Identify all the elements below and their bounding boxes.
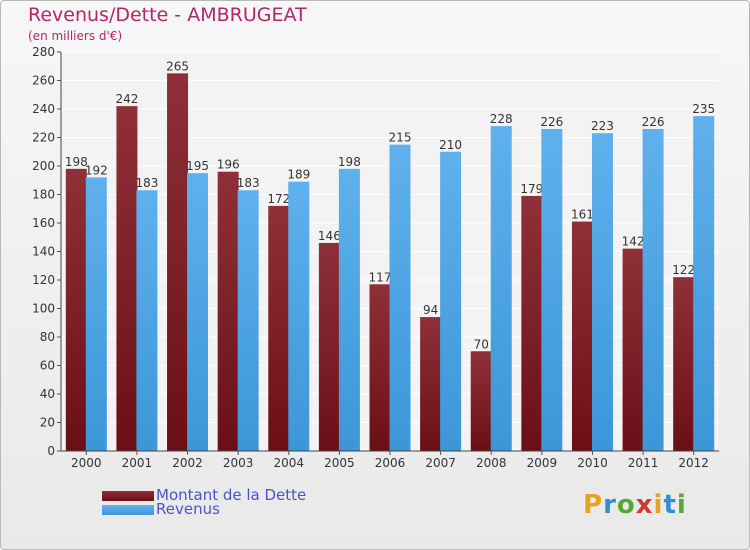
- dette-bar-2002: [167, 73, 189, 451]
- dette-value-label-2007: 94: [423, 303, 438, 317]
- revenus-bar-2012: [693, 116, 715, 451]
- chart-title: Revenus/Dette - AMBRUGEAT: [28, 4, 307, 26]
- dette-value-label-2002: 265: [166, 59, 189, 73]
- x-tick-label-2006: 2006: [375, 456, 406, 470]
- y-tick-label: 240: [32, 102, 55, 116]
- x-tick-label-2001: 2001: [122, 456, 153, 470]
- revenus-value-label-2010: 223: [591, 119, 614, 133]
- dette-value-label-2008: 70: [474, 337, 489, 351]
- logo-letter: o: [616, 490, 636, 520]
- revenus-bar-2001: [136, 190, 158, 451]
- y-tick-label: 260: [32, 74, 55, 88]
- revenus-value-label-2006: 215: [389, 131, 412, 145]
- logo-letter: t: [663, 490, 677, 520]
- dette-bar-2010: [571, 221, 593, 451]
- y-tick-label: 220: [32, 131, 55, 145]
- y-tick-label: 280: [32, 45, 55, 59]
- x-tick-label-2003: 2003: [223, 456, 254, 470]
- revenus-value-label-2005: 198: [338, 155, 361, 169]
- x-tick-label-2010: 2010: [577, 456, 608, 470]
- revenus-value-label-2000: 192: [85, 163, 108, 177]
- y-tick-label: 160: [32, 216, 55, 230]
- x-tick-label-2007: 2007: [425, 456, 456, 470]
- y-tick-label: 100: [32, 302, 55, 316]
- revenus-bar-2008: [490, 126, 512, 451]
- revenus-bar-2004: [288, 181, 310, 452]
- dette-bar-2000: [65, 168, 87, 451]
- dette-bar-2007: [420, 317, 442, 451]
- y-tick-label: 80: [40, 330, 55, 344]
- y-tick-label: 0: [47, 444, 55, 458]
- dette-value-label-2005: 146: [318, 229, 341, 243]
- revenus-bar-2011: [642, 128, 664, 451]
- y-tick-label: 180: [32, 188, 55, 202]
- dette-bar-2006: [369, 284, 391, 451]
- revenus-value-label-2003: 183: [237, 176, 260, 190]
- y-tick-label: 60: [40, 359, 55, 373]
- revenus-value-label-2008: 228: [490, 112, 513, 126]
- x-tick-label-2004: 2004: [273, 456, 304, 470]
- logo-letter: x: [635, 490, 654, 520]
- revenus-bar-2002: [187, 173, 209, 451]
- revenus-value-label-2007: 210: [439, 138, 462, 152]
- revenus-value-label-2011: 226: [642, 115, 665, 129]
- x-tick-label-2005: 2005: [324, 456, 355, 470]
- y-tick-label: 120: [32, 273, 55, 287]
- logo-letter: i: [676, 490, 687, 520]
- legend-label-revenus: Revenus: [156, 500, 220, 518]
- legend-swatch-revenus: [102, 505, 154, 515]
- dette-bar-2004: [268, 205, 290, 451]
- revenus-value-label-2004: 189: [287, 168, 310, 182]
- logo-letter: P: [583, 490, 604, 520]
- revenus-bar-2005: [338, 168, 360, 451]
- x-tick-label-2000: 2000: [71, 456, 102, 470]
- y-tick-label: 200: [32, 159, 55, 173]
- dette-value-label-2009: 179: [520, 182, 543, 196]
- revenus-bar-2007: [440, 151, 462, 451]
- revenus-bar-2003: [237, 190, 259, 451]
- dette-value-label-2006: 117: [369, 270, 392, 284]
- revenus-value-label-2012: 235: [692, 102, 715, 116]
- y-tick-label: 140: [32, 245, 55, 259]
- logo-letter: i: [653, 490, 664, 520]
- proxiti-logo: Proxiti: [583, 490, 687, 520]
- logo-letter: r: [603, 490, 617, 520]
- dette-value-label-2001: 242: [115, 92, 138, 106]
- x-tick-label-2002: 2002: [172, 456, 203, 470]
- revenus-bar-2006: [389, 144, 411, 451]
- revenus-bar-2009: [541, 128, 563, 451]
- legend-label-dette: Montant de la Dette: [156, 486, 307, 504]
- chart-subtitle: (en milliers d'€): [28, 29, 123, 43]
- dette-value-label-2012: 122: [672, 263, 695, 277]
- dette-value-label-2000: 198: [65, 155, 88, 169]
- revenus-value-label-2009: 226: [540, 115, 563, 129]
- dette-bar-2005: [318, 242, 340, 451]
- revenus-value-label-2001: 183: [135, 176, 158, 190]
- x-tick-label-2008: 2008: [476, 456, 507, 470]
- y-tick-label: 40: [40, 387, 55, 401]
- x-tick-label-2011: 2011: [628, 456, 659, 470]
- dette-value-label-2004: 172: [267, 192, 290, 206]
- dette-bar-2009: [521, 195, 543, 451]
- revenus-bar-2000: [85, 177, 107, 451]
- dette-bar-2003: [217, 171, 239, 451]
- dette-value-label-2011: 142: [622, 235, 645, 249]
- dette-value-label-2003: 196: [217, 158, 240, 172]
- revenus-value-label-2002: 195: [186, 159, 209, 173]
- legend-swatch-dette: [102, 491, 154, 501]
- x-tick-label-2012: 2012: [678, 456, 709, 470]
- dette-bar-2012: [673, 277, 695, 451]
- dette-bar-2008: [470, 351, 492, 451]
- y-tick-label: 20: [40, 416, 55, 430]
- dette-value-label-2010: 161: [571, 208, 594, 222]
- dette-bar-2001: [116, 106, 138, 452]
- revenus-bar-2010: [591, 133, 613, 451]
- dette-bar-2011: [622, 248, 644, 451]
- x-tick-label-2009: 2009: [527, 456, 558, 470]
